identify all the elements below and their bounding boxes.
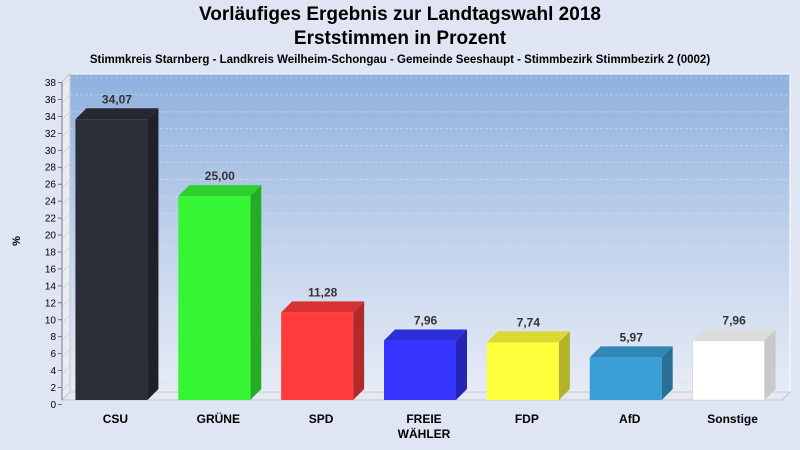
grid-line-side bbox=[61, 247, 71, 256]
y-tick-label: 12 bbox=[45, 298, 57, 309]
x-tick-label: Sonstige bbox=[707, 412, 758, 426]
bar-side bbox=[456, 329, 467, 400]
x-tick-label: FREIE bbox=[406, 412, 441, 426]
y-tick-label: 10 bbox=[45, 315, 57, 326]
grid-line-side bbox=[61, 281, 71, 290]
data-label: 34,07 bbox=[102, 92, 132, 106]
bar-freie-wähler bbox=[384, 340, 456, 400]
chart-region-subtitle: Stimmkreis Starnberg - Landkreis Weilhei… bbox=[89, 54, 711, 66]
data-label: 25,00 bbox=[205, 169, 235, 183]
data-label: 7,96 bbox=[414, 314, 438, 328]
bar-top bbox=[75, 108, 159, 120]
grid-line-side bbox=[61, 230, 71, 239]
data-label: 11,28 bbox=[308, 285, 338, 299]
data-label: 5,97 bbox=[620, 330, 644, 344]
bar-sonstige bbox=[692, 340, 765, 401]
bar-top bbox=[281, 301, 365, 313]
chart-subtitle: Erststimmen in Prozent bbox=[293, 28, 507, 49]
y-tick-label: 18 bbox=[45, 247, 57, 258]
x-tick-label: GRÜNE bbox=[197, 411, 240, 426]
y-tick-label: 24 bbox=[45, 197, 57, 208]
bar-spd bbox=[281, 312, 354, 400]
grid-line-side bbox=[61, 348, 71, 358]
y-tick-label: 32 bbox=[45, 129, 57, 140]
x-tick-label: SPD bbox=[309, 412, 334, 426]
bar-grüne bbox=[178, 196, 251, 400]
grid-line-side bbox=[61, 382, 71, 392]
bar-side bbox=[764, 329, 776, 400]
grid-line-side bbox=[61, 145, 71, 155]
grid-line-side bbox=[61, 162, 71, 171]
y-tick-label: 22 bbox=[45, 214, 57, 225]
bar-side bbox=[147, 108, 159, 401]
y-tick-label: 26 bbox=[45, 180, 57, 191]
grid-line-side bbox=[61, 196, 71, 205]
grid-line-side bbox=[61, 179, 71, 188]
grid-line-side bbox=[61, 365, 71, 375]
y-tick-label: 38 bbox=[45, 78, 57, 89]
grid-line-side bbox=[61, 94, 71, 104]
x-tick-label: WÄHLER bbox=[398, 426, 451, 441]
bar-top bbox=[589, 346, 673, 358]
grid-line-side bbox=[61, 77, 71, 87]
grid-line-side bbox=[61, 111, 71, 121]
y-tick-label: 20 bbox=[45, 231, 57, 242]
bar-side bbox=[353, 301, 365, 400]
y-tick-label: 0 bbox=[50, 400, 56, 411]
data-label: 7,96 bbox=[722, 314, 746, 328]
y-tick-label: 6 bbox=[50, 349, 56, 360]
grid-line-side bbox=[61, 128, 71, 138]
bar-csu bbox=[75, 119, 148, 401]
data-label: 7,74 bbox=[517, 315, 541, 329]
bar-side bbox=[558, 331, 570, 400]
x-tick-label: CSU bbox=[103, 412, 128, 426]
grid-line-side bbox=[61, 298, 71, 307]
bar-side bbox=[250, 185, 262, 400]
bar-top bbox=[178, 185, 262, 197]
y-tick-label: 14 bbox=[45, 281, 57, 292]
y-tick-label: 28 bbox=[45, 163, 57, 174]
grid-line-side bbox=[61, 331, 71, 341]
y-tick-label: 16 bbox=[45, 264, 57, 275]
grid-line-side bbox=[61, 213, 71, 222]
bar-top bbox=[486, 331, 570, 343]
y-tick-label: 36 bbox=[45, 95, 57, 106]
bar-side bbox=[661, 346, 673, 400]
y-tick-label: 34 bbox=[45, 112, 57, 123]
chart-title: Vorläufiges Ergebnis zur Landtagswahl 20… bbox=[199, 4, 601, 25]
y-tick-label: 2 bbox=[50, 383, 56, 394]
y-axis-title: % bbox=[11, 236, 23, 246]
y-tick-label: 4 bbox=[50, 366, 56, 377]
bar-top bbox=[384, 329, 467, 341]
x-tick-label: AfD bbox=[619, 412, 641, 426]
bar-top bbox=[692, 329, 776, 341]
grid-line-side bbox=[61, 315, 71, 324]
bar-afd bbox=[589, 357, 662, 400]
y-tick-label: 8 bbox=[50, 332, 56, 343]
x-tick-label: FDP bbox=[515, 412, 539, 426]
bar-fdp bbox=[486, 342, 559, 400]
y-tick-label: 30 bbox=[45, 146, 57, 157]
grid-line-side bbox=[61, 264, 71, 273]
